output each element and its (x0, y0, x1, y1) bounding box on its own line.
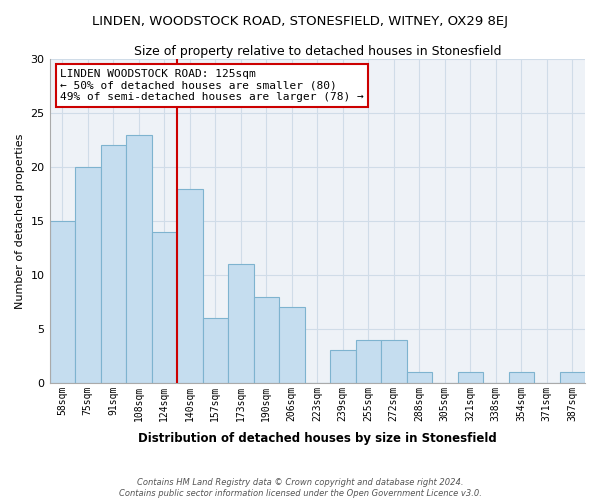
Bar (177, 188, 203, 383)
Bar (75, 167, 101, 383)
Bar (356, 340, 381, 383)
Bar (407, 372, 432, 383)
Bar (254, 296, 279, 383)
Bar (458, 372, 483, 383)
X-axis label: Distribution of detached houses by size in Stonesfield: Distribution of detached houses by size … (138, 432, 497, 445)
Bar (330, 350, 356, 383)
Bar (509, 372, 534, 383)
Title: Size of property relative to detached houses in Stonesfield: Size of property relative to detached ho… (134, 45, 501, 58)
Bar (101, 146, 126, 383)
Bar (228, 264, 254, 383)
Bar (126, 134, 152, 383)
Text: LINDEN WOODSTOCK ROAD: 125sqm
← 50% of detached houses are smaller (80)
49% of s: LINDEN WOODSTOCK ROAD: 125sqm ← 50% of d… (60, 69, 364, 102)
Bar (203, 318, 228, 383)
Bar (279, 308, 305, 383)
Bar (152, 232, 177, 383)
Y-axis label: Number of detached properties: Number of detached properties (15, 134, 25, 308)
Text: Contains HM Land Registry data © Crown copyright and database right 2024.
Contai: Contains HM Land Registry data © Crown c… (119, 478, 481, 498)
Bar (560, 372, 585, 383)
Text: LINDEN, WOODSTOCK ROAD, STONESFIELD, WITNEY, OX29 8EJ: LINDEN, WOODSTOCK ROAD, STONESFIELD, WIT… (92, 15, 508, 28)
Bar (50, 221, 75, 383)
Bar (381, 340, 407, 383)
